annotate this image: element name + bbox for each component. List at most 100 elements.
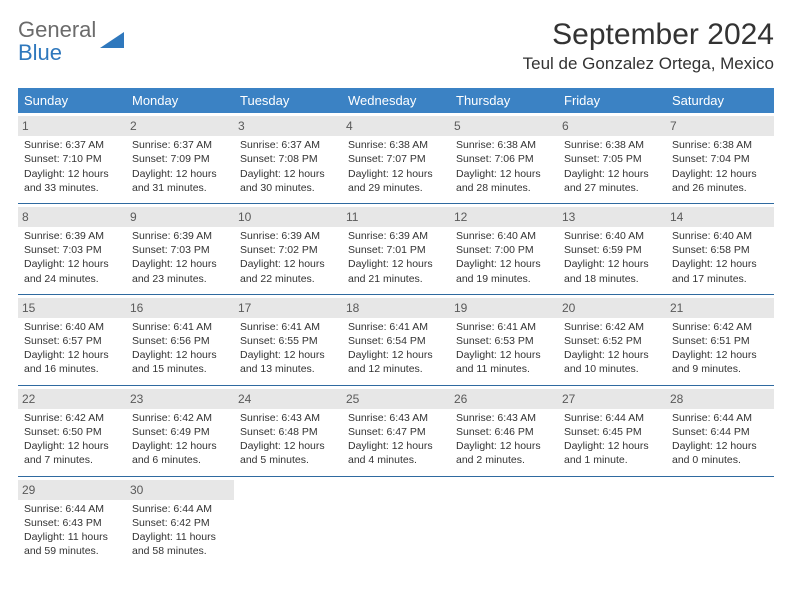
daylight-line: Daylight: 12 hours and 29 minutes. [348,167,444,195]
day-header: Thursday [450,88,558,113]
daylight-line: Daylight: 12 hours and 30 minutes. [240,167,336,195]
daylight-line: Daylight: 12 hours and 28 minutes. [456,167,552,195]
sunrise-line: Sunrise: 6:37 AM [240,138,336,152]
daylight-line: Daylight: 12 hours and 11 minutes. [456,348,552,376]
sunset-line: Sunset: 6:55 PM [240,334,336,348]
sunrise-line: Sunrise: 6:38 AM [456,138,552,152]
calendar-head: SundayMondayTuesdayWednesdayThursdayFrid… [18,88,774,113]
calendar-cell [666,476,774,566]
sunset-line: Sunset: 7:07 PM [348,152,444,166]
calendar-cell: 25Sunrise: 6:43 AMSunset: 6:47 PMDayligh… [342,385,450,476]
sunset-line: Sunset: 6:58 PM [672,243,768,257]
day-number: 7 [666,116,774,136]
calendar-cell: 20 Sunrise: 6:42 AMSunset: 6:52 PMDayligh… [558,294,666,385]
daylight-line: Daylight: 12 hours and 6 minutes. [132,439,228,467]
day-number: 1 [18,116,126,136]
daylight-line: Daylight: 12 hours and 23 minutes. [132,257,228,285]
day-number: 17 [234,298,342,318]
sunset-line: Sunset: 7:10 PM [24,152,120,166]
calendar-cell: 21Sunrise: 6:42 AMSunset: 6:51 PMDayligh… [666,294,774,385]
calendar-cell: 5Sunrise: 6:38 AMSunset: 7:06 PMDaylight… [450,113,558,203]
day-header: Sunday [18,88,126,113]
sunset-line: Sunset: 7:01 PM [348,243,444,257]
brand-part2: Blue [18,40,62,65]
daylight-line: Daylight: 12 hours and 9 minutes. [672,348,768,376]
sunrise-line: Sunrise: 6:40 AM [24,320,120,334]
calendar-cell [450,476,558,566]
calendar-cell: 28Sunrise: 6:44 AMSunset: 6:44 PMDayligh… [666,385,774,476]
sunset-line: Sunset: 6:53 PM [456,334,552,348]
sunrise-line: Sunrise: 6:40 AM [456,229,552,243]
day-number: 22 [18,389,126,409]
day-number: 19 [450,298,558,318]
sunrise-line: Sunrise: 6:44 AM [564,411,660,425]
sunrise-line: Sunrise: 6:41 AM [132,320,228,334]
daylight-line: Daylight: 12 hours and 27 minutes. [564,167,660,195]
sunrise-line: Sunrise: 6:37 AM [24,138,120,152]
sunrise-line: Sunrise: 6:42 AM [24,411,120,425]
day-number: 16 [126,298,234,318]
calendar-cell: 6 Sunrise: 6:38 AMSunset: 7:05 PMDaylight… [558,113,666,203]
calendar-cell [558,476,666,566]
sunset-line: Sunset: 7:06 PM [456,152,552,166]
day-number: 28 [666,389,774,409]
day-header: Friday [558,88,666,113]
daylight-line: Daylight: 12 hours and 7 minutes. [24,439,120,467]
daylight-line: Daylight: 12 hours and 5 minutes. [240,439,336,467]
day-number: 9 [126,207,234,227]
sunset-line: Sunset: 6:47 PM [348,425,444,439]
brand-triangle-icon [98,30,126,52]
sunrise-line: Sunrise: 6:43 AM [348,411,444,425]
sunset-line: Sunset: 6:42 PM [132,516,228,530]
day-number: 20 [558,298,666,318]
sunrise-line: Sunrise: 6:38 AM [348,138,444,152]
sunrise-line: Sunrise: 6:38 AM [564,138,660,152]
day-number: 30 [126,480,234,500]
calendar-table: SundayMondayTuesdayWednesdayThursdayFrid… [18,88,774,566]
sunset-line: Sunset: 6:48 PM [240,425,336,439]
sunset-line: Sunset: 7:03 PM [132,243,228,257]
sunrise-line: Sunrise: 6:41 AM [456,320,552,334]
sunrise-line: Sunrise: 6:42 AM [564,320,660,334]
daylight-line: Daylight: 12 hours and 19 minutes. [456,257,552,285]
daylight-line: Daylight: 12 hours and 17 minutes. [672,257,768,285]
calendar-cell: 27Sunrise: 6:44 AMSunset: 6:45 PMDayligh… [558,385,666,476]
sunset-line: Sunset: 6:50 PM [24,425,120,439]
day-number: 27 [558,389,666,409]
calendar-cell: 15Sunrise: 6:40 AMSunset: 6:57 PMDayligh… [18,294,126,385]
sunset-line: Sunset: 7:05 PM [564,152,660,166]
calendar-cell: 18Sunrise: 6:41 AMSunset: 6:54 PMDayligh… [342,294,450,385]
calendar-cell: 29Sunrise: 6:44 AMSunset: 6:43 PMDayligh… [18,476,126,566]
daylight-line: Daylight: 11 hours and 58 minutes. [132,530,228,558]
day-number: 6 [558,116,666,136]
day-number: 14 [666,207,774,227]
sunset-line: Sunset: 6:44 PM [672,425,768,439]
sunrise-line: Sunrise: 6:39 AM [240,229,336,243]
day-number: 23 [126,389,234,409]
calendar-cell: 7Sunrise: 6:38 AMSunset: 7:04 PMDaylight… [666,113,774,203]
day-header: Tuesday [234,88,342,113]
day-number: 15 [18,298,126,318]
sunset-line: Sunset: 6:52 PM [564,334,660,348]
sunrise-line: Sunrise: 6:41 AM [240,320,336,334]
sunset-line: Sunset: 6:43 PM [24,516,120,530]
sunset-line: Sunset: 6:49 PM [132,425,228,439]
day-number: 3 [234,116,342,136]
sunrise-line: Sunrise: 6:44 AM [132,502,228,516]
day-header: Saturday [666,88,774,113]
calendar-cell [342,476,450,566]
sunset-line: Sunset: 6:54 PM [348,334,444,348]
calendar-cell: 2Sunrise: 6:37 AMSunset: 7:09 PMDaylight… [126,113,234,203]
sunrise-line: Sunrise: 6:40 AM [564,229,660,243]
day-number: 10 [234,207,342,227]
daylight-line: Daylight: 12 hours and 22 minutes. [240,257,336,285]
day-number: 13 [558,207,666,227]
month-title: September 2024 [523,18,774,52]
calendar-cell: 14Sunrise: 6:40 AMSunset: 6:58 PMDayligh… [666,203,774,294]
sunrise-line: Sunrise: 6:44 AM [672,411,768,425]
daylight-line: Daylight: 12 hours and 10 minutes. [564,348,660,376]
calendar-week: 29Sunrise: 6:44 AMSunset: 6:43 PMDayligh… [18,476,774,566]
daylight-line: Daylight: 12 hours and 16 minutes. [24,348,120,376]
daylight-line: Daylight: 12 hours and 4 minutes. [348,439,444,467]
sunrise-line: Sunrise: 6:39 AM [348,229,444,243]
